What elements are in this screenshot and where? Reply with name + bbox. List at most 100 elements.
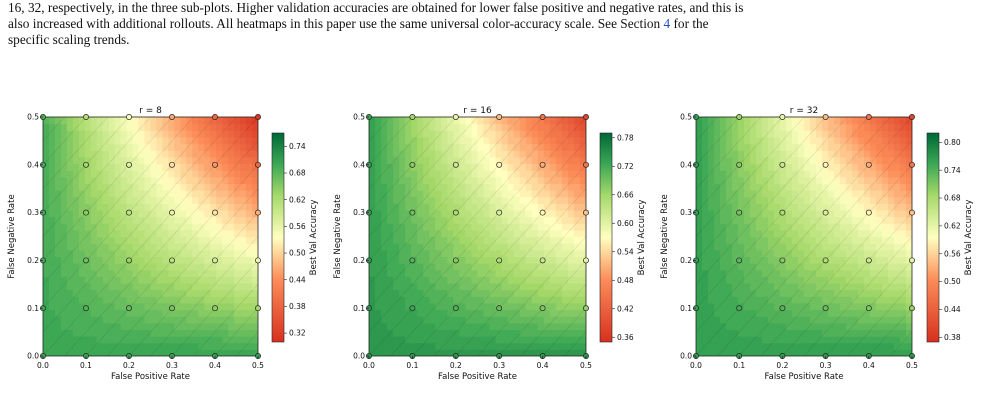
heatmap-cell [555,190,563,198]
heatmap-cell [72,269,80,277]
heatmap-cell [174,256,181,264]
heatmap-cell [423,263,430,271]
heatmap-cell [90,329,98,337]
heatmap-cell [714,150,721,158]
heatmap-cell [453,216,461,224]
heatmap-cell [180,269,187,277]
heatmap-cell [156,322,164,331]
heatmap-cell [738,236,745,244]
heatmap-cell [834,183,841,191]
heatmap-cell [537,296,545,304]
heatmap-cell [66,282,74,291]
heatmap-cell [375,276,382,284]
heatmap-cell [513,156,521,165]
heatmap-cell [168,342,175,350]
heatmap-cell [246,349,253,356]
heatmap-cell [465,243,473,251]
heatmap-cell [852,342,859,350]
heatmap-cell [429,236,436,244]
heatmap-cell [174,136,181,145]
heatmap-cell [66,236,74,244]
heatmap-cell [192,282,199,291]
heatmap-cell [198,276,205,284]
heatmap-cell [732,336,739,344]
heatmap-cell [744,123,751,131]
heatmap-cell [78,150,86,158]
heatmap-cell [132,243,140,251]
heatmap-cell [567,163,575,171]
heatmap-cell [750,130,757,138]
heatmap-cell [126,123,134,131]
sample-point [539,114,546,120]
heatmap-cell [495,342,503,350]
heatmap-cell [156,263,164,271]
heatmap-cell [555,196,563,204]
heatmap-cell [870,322,877,331]
section-link[interactable]: 4 [663,16,671,31]
heatmap-cell [477,117,485,125]
heatmap-cell [192,209,199,218]
heatmap-cell [483,349,491,356]
heatmap-cell [192,322,199,331]
heatmap-cell [222,329,229,337]
heatmap-cell [369,263,376,271]
heatmap-cell [234,216,241,224]
heatmap-cell [828,223,835,231]
heatmap-cell [846,316,853,324]
heatmap-cell [168,309,175,317]
heatmap-cell [429,117,436,125]
heatmap-cell [96,223,104,231]
heatmap-cell [531,190,539,198]
heatmap-cell [477,196,485,204]
heatmap-cell [132,203,140,211]
heatmap-cell [126,243,134,251]
heatmap-cell [834,256,841,264]
heatmap-cell [519,236,527,244]
heatmap-cell [180,263,187,271]
heatmap-cell [465,143,473,151]
heatmap-cell [162,309,170,317]
heatmap-cell [60,223,68,231]
heatmap-cell [696,176,703,184]
heatmap-cell [477,316,485,324]
heatmap-cell [846,336,853,344]
heatmap-cell [507,249,515,258]
heatmap-cell [114,243,122,251]
heatmap-cell [780,223,787,231]
heatmap-cell [186,176,193,184]
heatmap-cell [234,322,241,331]
heatmap-cell [489,163,497,171]
heatmap-cell [900,156,907,165]
heatmap-cell [375,296,382,304]
heatmap-cell [150,223,158,231]
heatmap-cell [573,123,581,131]
heatmap-cell [186,289,193,297]
heatmap-cell [852,289,859,297]
heatmap-cell [90,269,98,277]
sample-point [909,114,915,120]
heatmap-cell [435,243,442,251]
heatmap-cell [822,196,829,204]
heatmap-cell [90,209,98,218]
heatmap-cell [702,143,709,151]
heatmap-cell [495,150,503,158]
heatmap-cell [240,170,247,178]
heatmap-cell [399,170,406,178]
heatmap-cell [876,256,883,264]
heatmap-cell [48,309,56,317]
heatmap-cell [375,349,382,356]
heatmap-cell [738,216,745,224]
heatmap-cell [720,282,727,291]
heatmap-cell [417,209,424,218]
heatmap-cell [762,322,769,331]
heatmap-cell [501,282,509,291]
heatmap-cell [780,156,787,165]
heatmap-cell [399,150,406,158]
heatmap-cell [906,282,912,291]
heatmap-cell [573,276,581,284]
contour-line [696,117,762,190]
heatmap-cell [222,136,229,145]
heatmap-cell [720,302,727,311]
heatmap-cell [198,223,205,231]
heatmap-cell [393,143,400,151]
